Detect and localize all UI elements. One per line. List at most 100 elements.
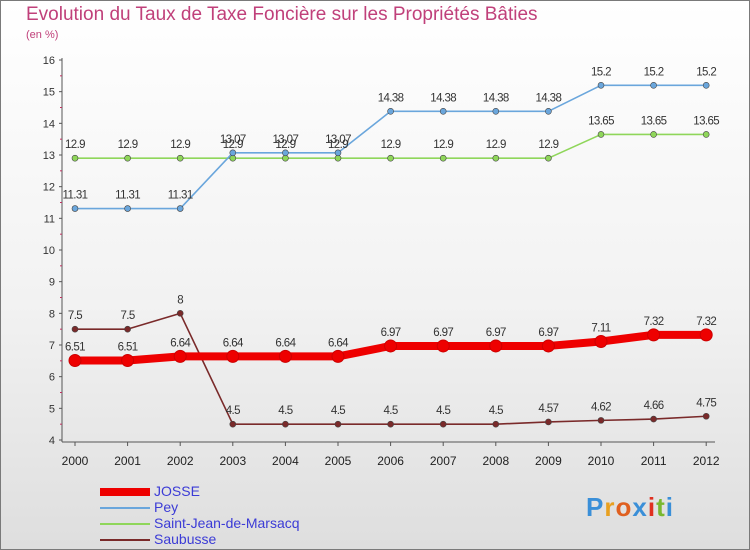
data-label: 12.9 bbox=[381, 139, 401, 151]
data-point bbox=[282, 420, 289, 428]
data-label: 8 bbox=[177, 294, 183, 306]
data-point bbox=[699, 328, 713, 342]
data-label: 7.5 bbox=[121, 310, 135, 322]
data-label: 4.5 bbox=[331, 405, 345, 417]
legend-label: Pey bbox=[154, 499, 179, 515]
data-label: 4.5 bbox=[384, 405, 398, 417]
data-label: 7.32 bbox=[644, 316, 664, 328]
data-point bbox=[545, 418, 552, 426]
legend: JOSSE Pey Saint-Jean-de-Marsacq Saubusse bbox=[100, 483, 360, 548]
data-point bbox=[597, 82, 605, 89]
y-tick-label: 16 bbox=[43, 55, 55, 67]
data-label: 12.9 bbox=[118, 139, 138, 151]
y-tick-label: 7 bbox=[49, 340, 55, 352]
x-tick-label: 2004 bbox=[272, 454, 299, 468]
x-tick-label: 2005 bbox=[325, 454, 352, 468]
x-tick-label: 2012 bbox=[693, 454, 720, 468]
data-label: 13.07 bbox=[220, 134, 246, 146]
data-point bbox=[545, 108, 552, 115]
data-point bbox=[597, 417, 605, 424]
data-label: 12.9 bbox=[275, 139, 295, 151]
data-label: 6.97 bbox=[486, 327, 506, 339]
legend-item-pey: Pey bbox=[100, 499, 360, 516]
x-tick-label: 2010 bbox=[588, 454, 615, 468]
y-tick-label: 12 bbox=[43, 182, 55, 194]
data-label: 12.9 bbox=[65, 139, 85, 151]
data-point bbox=[439, 108, 447, 115]
x-tick-label: 2000 bbox=[62, 454, 89, 468]
legend-item-saubusse: Saubusse bbox=[100, 531, 360, 548]
data-label: 7.32 bbox=[696, 316, 716, 328]
data-label: 12.9 bbox=[538, 139, 558, 151]
data-label: 11.31 bbox=[168, 190, 193, 202]
data-point bbox=[647, 328, 661, 342]
data-label: 13.65 bbox=[693, 115, 719, 127]
data-point bbox=[121, 354, 135, 368]
chart-title: Evolution du Taux de Taxe Foncière sur l… bbox=[26, 4, 538, 25]
data-point bbox=[176, 310, 184, 317]
unit-label: (en %) bbox=[26, 29, 59, 41]
data-point bbox=[226, 349, 240, 363]
data-label: 6.64 bbox=[275, 337, 296, 349]
data-label: 6.64 bbox=[328, 337, 349, 349]
axes: 4 5 6 7 8 9 10 11 12 13 14 15 16 2000 2001 2002 2003 2004… bbox=[43, 55, 720, 468]
x-tick-label: 2002 bbox=[167, 454, 194, 468]
data-label: 4.75 bbox=[696, 397, 716, 409]
proxiti-logo: Proxiti bbox=[586, 492, 674, 522]
legend-item-saint-jean-de-marsacq: Saint-Jean-de-Marsacq bbox=[100, 515, 360, 532]
data-label: 14.38 bbox=[536, 92, 562, 104]
data-point bbox=[650, 131, 657, 138]
data-point bbox=[176, 154, 184, 162]
data-point bbox=[492, 108, 500, 115]
data-label: 12.9 bbox=[486, 139, 506, 151]
data-label: 13.65 bbox=[588, 115, 614, 127]
data-label: 4.5 bbox=[226, 405, 240, 417]
x-tick-label: 2008 bbox=[482, 454, 509, 468]
data-label: 13.65 bbox=[641, 115, 667, 127]
y-tick-label: 15 bbox=[43, 87, 55, 99]
legend-swatch-josse bbox=[100, 488, 150, 496]
legend-item-josse: JOSSE bbox=[100, 483, 360, 500]
data-point bbox=[176, 205, 184, 212]
legend-label: Saint-Jean-de-Marsacq bbox=[154, 515, 300, 531]
x-tick-label: 2011 bbox=[641, 454, 667, 468]
data-point bbox=[68, 354, 82, 368]
data-label: 13.07 bbox=[273, 134, 299, 146]
data-label: 4.5 bbox=[436, 405, 450, 417]
x-tick-label: 2003 bbox=[219, 454, 246, 468]
data-label: 4.57 bbox=[538, 403, 558, 415]
data-label: 11.31 bbox=[63, 190, 88, 202]
x-tick-label: 2007 bbox=[430, 454, 457, 468]
legend-swatch-saubusse bbox=[100, 539, 150, 541]
data-point bbox=[702, 131, 710, 138]
data-point bbox=[436, 339, 450, 353]
data-point bbox=[650, 415, 657, 423]
data-point bbox=[489, 339, 503, 353]
y-tick-label: 4 bbox=[49, 435, 55, 447]
data-point bbox=[650, 82, 657, 89]
data-point bbox=[334, 149, 342, 157]
y-tick-label: 5 bbox=[49, 403, 55, 415]
data-point bbox=[71, 154, 79, 162]
series-lines bbox=[68, 82, 713, 428]
y-tick-label: 10 bbox=[43, 245, 55, 257]
data-label: 12.9 bbox=[170, 139, 190, 151]
data-label: 6.97 bbox=[433, 327, 453, 339]
x-tick-label: 2006 bbox=[377, 454, 404, 468]
point-labels: 6.51 6.51 6.64 6.64 6.64 6.64 6.97 6.97 6.97 6.97… bbox=[63, 66, 720, 417]
data-label: 14.38 bbox=[430, 92, 456, 104]
data-label: 15.2 bbox=[591, 66, 611, 78]
data-point bbox=[384, 339, 398, 353]
data-point bbox=[387, 154, 394, 162]
data-label: 4.5 bbox=[278, 405, 292, 417]
y-tick-label: 6 bbox=[49, 372, 55, 384]
data-point bbox=[492, 420, 500, 428]
data-point bbox=[334, 420, 342, 428]
data-label: 6.97 bbox=[381, 327, 401, 339]
data-point bbox=[545, 154, 552, 162]
data-point bbox=[71, 205, 79, 212]
data-point bbox=[597, 131, 605, 138]
data-label: 4.5 bbox=[489, 405, 503, 417]
